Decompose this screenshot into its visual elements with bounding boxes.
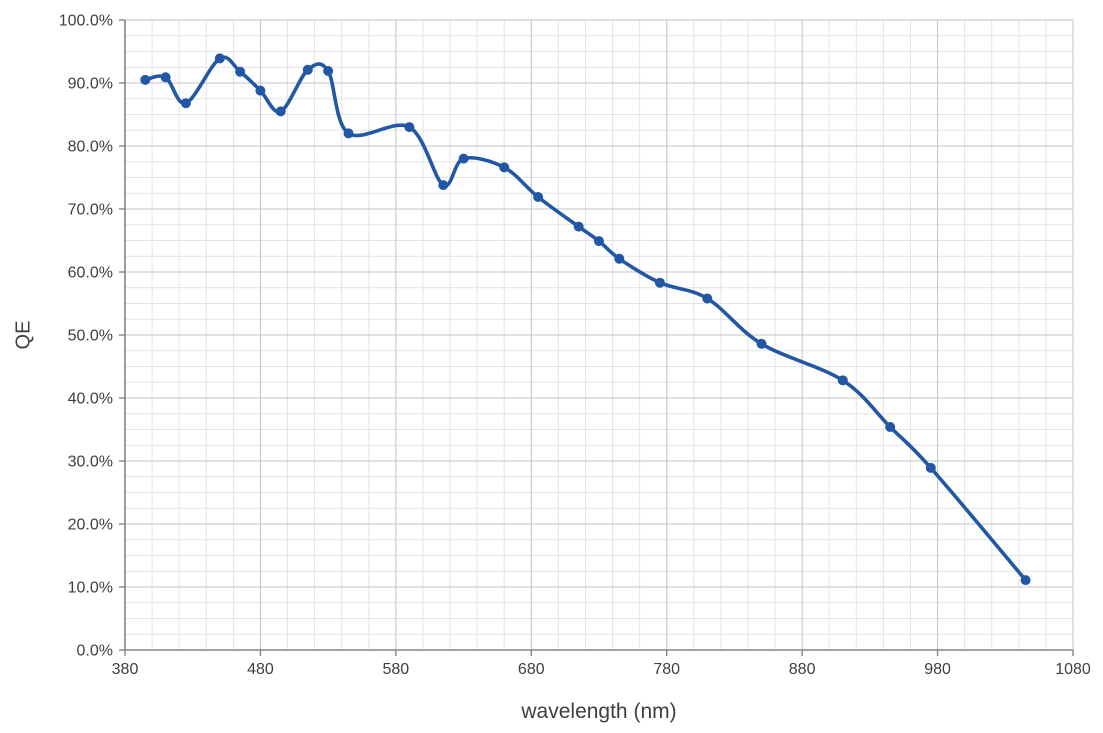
x-tick-label: 780	[653, 661, 680, 678]
data-point-marker	[438, 180, 449, 191]
y-tick-label: 10.0%	[68, 580, 113, 597]
data-point-marker	[885, 422, 896, 432]
data-point-marker	[458, 153, 469, 164]
data-point-marker	[343, 128, 354, 139]
data-point-marker	[925, 462, 936, 473]
y-tick-label: 20.0%	[68, 517, 113, 534]
data-point-marker	[837, 375, 848, 386]
data-point-marker	[1020, 575, 1031, 586]
data-point-marker	[323, 66, 334, 76]
x-tick-label: 380	[112, 661, 139, 678]
data-point-marker	[499, 162, 510, 173]
data-point-marker	[275, 106, 286, 117]
x-tick-label: 880	[789, 661, 816, 678]
y-tick-label: 90.0%	[68, 76, 113, 93]
data-point-marker	[573, 221, 584, 232]
data-point-marker	[702, 293, 713, 304]
axes	[119, 19, 1074, 656]
major-gridlines	[125, 19, 1074, 650]
x-tick-label: 1080	[1055, 661, 1091, 678]
x-tick-label: 580	[383, 661, 410, 678]
data-point-marker	[180, 98, 191, 109]
data-point-marker	[594, 236, 604, 247]
series-qe	[140, 53, 1031, 586]
y-tick-label: 40.0%	[68, 391, 113, 408]
data-point-marker	[255, 85, 266, 96]
data-point-marker	[160, 72, 171, 83]
data-point-marker	[235, 66, 246, 77]
data-point-marker	[756, 338, 767, 349]
y-tick-label: 70.0%	[68, 202, 113, 219]
y-tick-label: 100.0%	[59, 13, 113, 30]
data-point-marker	[140, 74, 151, 85]
x-tick-label: 980	[924, 661, 951, 678]
y-tick-label: 60.0%	[68, 265, 113, 282]
x-axis-title: wavelength (nm)	[521, 700, 677, 723]
tick-labels: 380 480 580 680 780 880 980 1080 0.0% 10.0% 20.0% 3…	[59, 13, 1091, 679]
data-point-marker	[654, 277, 665, 288]
y-tick-label: 0.0%	[77, 643, 113, 660]
y-tick-label: 30.0%	[68, 454, 113, 471]
data-point-marker	[302, 64, 313, 75]
x-tick-label: 680	[518, 661, 545, 678]
data-point-marker	[533, 192, 544, 202]
data-point-marker	[614, 253, 625, 264]
data-point-marker	[404, 122, 415, 133]
y-tick-label: 80.0%	[68, 139, 113, 156]
x-tick-label: 480	[247, 661, 274, 678]
y-tick-label: 50.0%	[68, 328, 113, 345]
data-point-marker	[214, 53, 225, 64]
y-axis-title: QE	[12, 320, 35, 350]
